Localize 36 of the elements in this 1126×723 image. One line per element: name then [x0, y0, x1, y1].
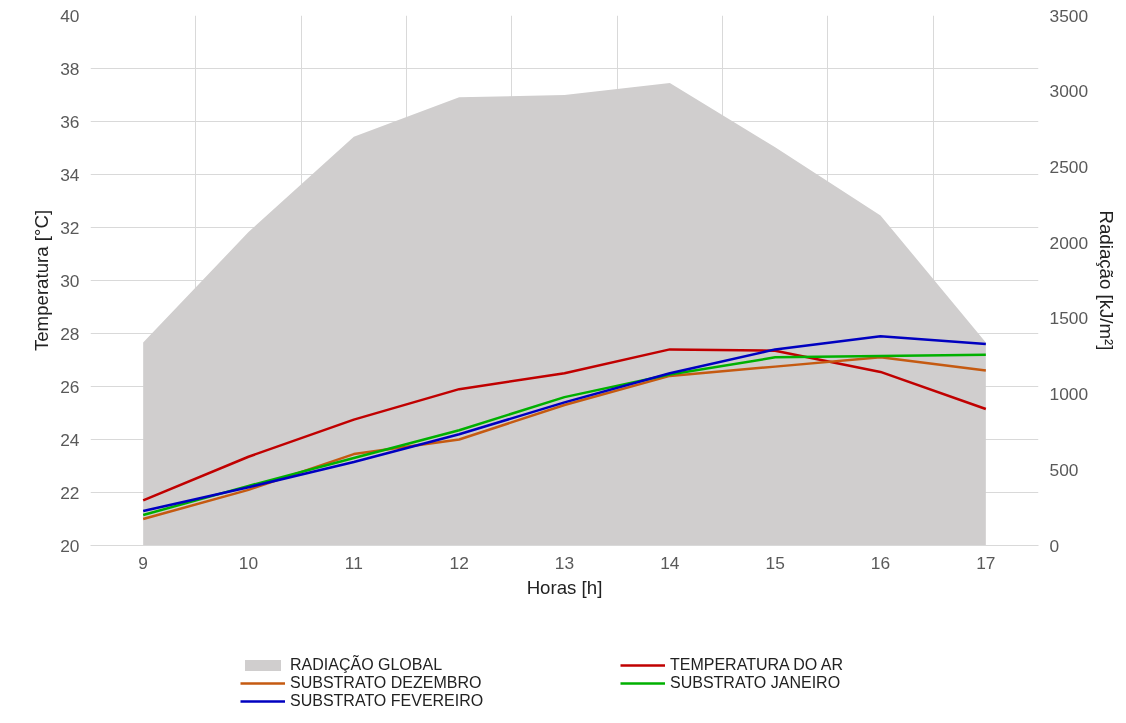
y-tick-label: 22: [60, 482, 80, 503]
y2-tick-label: 3000: [1049, 81, 1089, 102]
x-tick-label: 10: [238, 552, 259, 573]
x-tick-label: 15: [765, 552, 785, 573]
y-tick-label: 36: [60, 111, 80, 132]
legend-label: SUBSTRATO JANEIRO: [670, 674, 842, 692]
y2-tick-label: 2000: [1049, 232, 1089, 253]
x-tick-label: 12: [449, 552, 469, 573]
y2-tick-label: 2500: [1049, 156, 1089, 177]
y-tick-label: 26: [60, 376, 80, 397]
legend-label: TEMPERATURA DO AR: [670, 656, 845, 674]
y2-tick-label: 500: [1049, 459, 1079, 480]
y-tick-label: 20: [60, 535, 80, 556]
x-tick-label: 9: [138, 552, 148, 573]
y-tick-label: 40: [60, 5, 80, 26]
y2-tick-label: 1500: [1049, 308, 1089, 329]
x-axis-title: Horas [h]: [526, 576, 603, 598]
x-tick-label: 16: [870, 552, 891, 573]
x-tick-label: 13: [554, 552, 575, 573]
y-tick-label: 34: [60, 164, 80, 185]
y2-tick-label: 3500: [1049, 5, 1089, 26]
y-tick-label: 28: [60, 323, 80, 344]
y-tick-label: 24: [60, 429, 80, 450]
legend-label: SUBSTRATO DEZEMBRO: [290, 674, 483, 692]
x-tick-label: 11: [344, 552, 363, 573]
legend-label: SUBSTRATO FEVEREIRO: [290, 692, 485, 710]
legend-label: RADIAÇÃO GLOBAL: [290, 656, 444, 674]
y2-tick-label: 1000: [1049, 384, 1089, 405]
x-tick-label: 14: [660, 552, 680, 573]
y-tick-label: 30: [60, 270, 80, 291]
x-tick-label: 17: [976, 552, 996, 573]
y2-tick-label: 0: [1049, 535, 1060, 556]
y-axis-title: Temperatura [°C]: [31, 209, 53, 352]
y-tick-label: 38: [60, 58, 80, 79]
y-tick-label: 32: [60, 217, 80, 238]
y2-axis-title: Radiação [kJ/m²]: [1096, 210, 1118, 351]
